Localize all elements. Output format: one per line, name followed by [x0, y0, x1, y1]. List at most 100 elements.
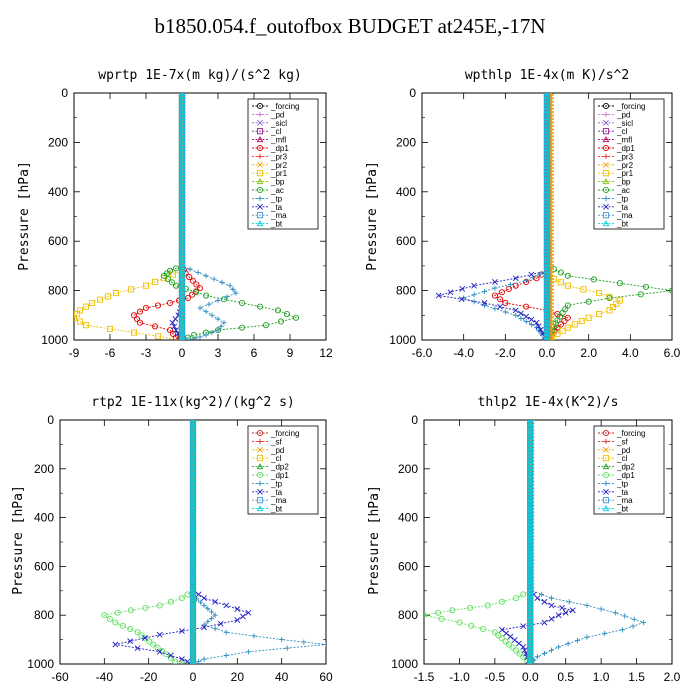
data-point: [523, 313, 530, 320]
data-point: [238, 324, 246, 331]
data-point: [543, 239, 551, 246]
data-point: [189, 420, 197, 423]
data-point: [619, 627, 625, 633]
data-point: [526, 488, 534, 495]
y-tick-label: 400: [48, 185, 68, 199]
data-point: [548, 595, 555, 601]
data-point: [543, 93, 551, 96]
data-point: [526, 478, 534, 485]
data-point: [585, 298, 592, 305]
legend-label: _pr3: [270, 152, 288, 161]
data-point: [543, 315, 551, 322]
legend-label: _dp2: [616, 463, 635, 472]
data-point: [492, 306, 498, 312]
data-point: [189, 595, 197, 602]
data-point: [178, 280, 186, 287]
data-point: [178, 103, 186, 110]
data-point: [516, 650, 523, 657]
legend-marker: [256, 102, 264, 110]
legend-marker: [256, 144, 264, 152]
data-point: [189, 474, 197, 481]
data-point: [580, 286, 587, 293]
data-point: [526, 512, 534, 519]
data-point: [184, 334, 192, 340]
legend-marker: [257, 480, 263, 486]
x-tick-label: -6.0: [412, 346, 433, 360]
data-point: [189, 626, 197, 633]
data-point: [201, 656, 207, 662]
data-point: [491, 629, 498, 636]
data-point: [189, 632, 197, 640]
data-point: [172, 658, 179, 664]
data-point: [187, 266, 193, 272]
data-point: [189, 437, 197, 444]
legend-label: _forcing: [270, 102, 299, 111]
data-point: [167, 652, 174, 659]
legend-marker: [257, 203, 263, 210]
data-point: [136, 319, 144, 326]
chart-panel-1: wprtp 1E-7x(m kg)/(s^2 kg) Pressure [hPa]…: [17, 68, 333, 360]
data-point: [178, 298, 186, 305]
data-point: [543, 326, 551, 333]
data-point: [178, 301, 186, 308]
data-point: [526, 574, 534, 581]
x-tick-label: 3: [215, 346, 222, 360]
data-point: [189, 619, 197, 626]
data-point: [142, 604, 149, 611]
legend-label: _ac: [616, 186, 630, 195]
data-point: [543, 294, 551, 301]
data-point: [189, 509, 197, 516]
x-tick-label: -4.0: [453, 346, 474, 360]
data-point: [511, 637, 518, 644]
x-tick-label: -6: [105, 346, 116, 360]
data-point: [189, 577, 197, 585]
data-point: [178, 249, 186, 256]
data-point: [526, 553, 534, 560]
data-point: [189, 650, 197, 657]
data-point: [520, 653, 527, 660]
data-point: [191, 660, 195, 664]
legend-label: _pd: [270, 110, 284, 119]
data-point: [569, 607, 576, 614]
data-point: [543, 145, 551, 152]
data-point: [189, 426, 197, 433]
data-point: [178, 159, 186, 166]
x-tick-label: 12: [319, 346, 333, 360]
data-point: [543, 329, 551, 336]
data-point: [134, 645, 141, 652]
data-point: [142, 304, 150, 311]
legend-label: _mfl: [616, 136, 632, 145]
data-point: [166, 327, 174, 334]
data-point: [471, 292, 477, 298]
data-point: [217, 620, 224, 627]
data-point: [543, 162, 551, 169]
data-point: [518, 315, 524, 321]
data-point: [528, 271, 535, 278]
data-point: [189, 488, 197, 495]
data-point: [256, 303, 264, 310]
data-point: [543, 193, 551, 200]
data-point: [178, 169, 186, 176]
y-tick-label: 600: [34, 559, 54, 573]
series-line: [500, 420, 575, 664]
chart-panel-2: wpthlp 1E-4x(m K)/s^2 Pressure [hPa] -6.0 -…: [365, 68, 681, 360]
data-point: [189, 588, 197, 595]
data-point: [189, 461, 197, 468]
data-point: [274, 307, 282, 314]
legend-label: _ma: [616, 211, 633, 220]
data-point: [189, 605, 197, 612]
data-point: [513, 647, 520, 654]
data-point: [167, 598, 174, 605]
data-point: [513, 595, 520, 602]
data-point: [590, 276, 597, 283]
data-point: [195, 269, 201, 276]
data-point: [189, 529, 197, 536]
data-point: [180, 336, 184, 340]
data-point: [505, 641, 513, 648]
data-point: [178, 246, 186, 253]
data-point: [596, 311, 603, 318]
data-point: [502, 309, 508, 315]
data-point: [142, 282, 150, 289]
data-point: [189, 591, 197, 598]
data-point: [543, 298, 551, 305]
